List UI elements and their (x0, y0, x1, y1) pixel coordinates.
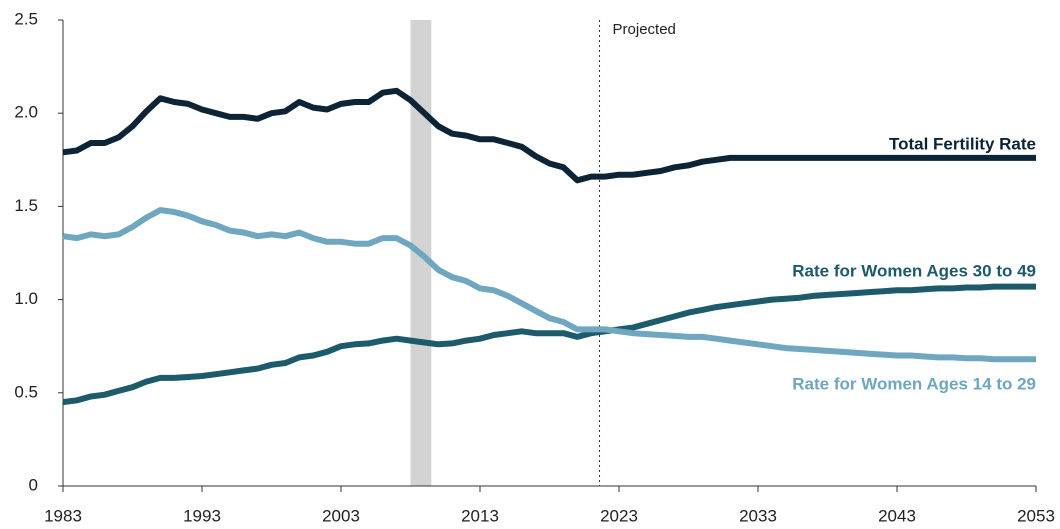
series-line (62, 87, 1036, 184)
x-tick-label: 2033 (739, 506, 777, 525)
x-tick-label: 2023 (600, 506, 638, 525)
y-tick-label: 0.5 (14, 382, 38, 401)
y-tick-label: 2.0 (14, 103, 38, 122)
x-tick-label: 2043 (878, 506, 916, 525)
series-line (62, 283, 1036, 406)
y-tick-label: 0 (29, 475, 38, 494)
series-label: Rate for Women Ages 14 to 29 (792, 374, 1036, 393)
y-tick-label: 1.5 (14, 196, 38, 215)
x-tick-label: 1993 (183, 506, 221, 525)
x-tick-label: 2053 (1017, 506, 1055, 525)
series-line (62, 207, 1036, 363)
series-label: Total Fertility Rate (889, 134, 1036, 153)
x-tick-label: 2003 (322, 506, 360, 525)
projection-label: Projected (613, 21, 676, 38)
x-tick-label: 2013 (461, 506, 499, 525)
x-tick-label: 1983 (44, 506, 82, 525)
series-label: Rate for Women Ages 30 to 49 (792, 261, 1036, 280)
y-tick-label: 1.0 (14, 289, 38, 308)
y-tick-label: 2.5 (14, 9, 38, 28)
